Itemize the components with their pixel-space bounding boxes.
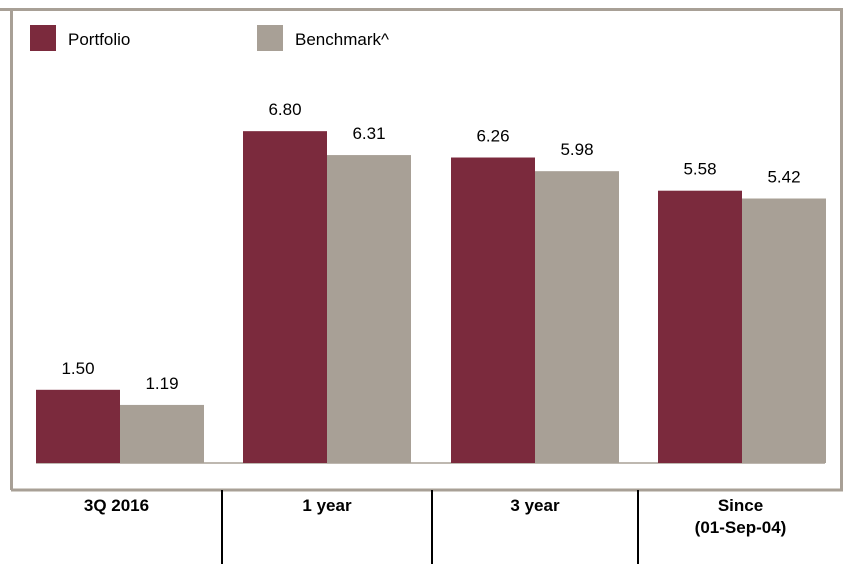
value-label-portfolio-1-year: 6.80 [268,100,301,119]
value-label-portfolio-3-year: 6.26 [476,127,509,146]
legend-label-portfolio: Portfolio [68,30,130,49]
category-label-3-year: 3 year [510,496,560,515]
bar-benchmark-since-01-sep-04 [742,198,826,463]
category-label-1-year: 1 year [302,496,352,515]
value-label-benchmark-1-year: 6.31 [352,124,385,143]
bar-benchmark-3-year [535,171,619,463]
value-label-portfolio-3q-2016: 1.50 [61,359,94,378]
legend-swatch-portfolio [30,25,56,51]
category-label-since-01-sep-04: Since (01-Sep-04) [695,496,787,537]
legend-label-benchmark: Benchmark^ [295,30,389,49]
bar-benchmark-3q-2016 [120,404,204,463]
value-label-portfolio-since-01-sep-04: 5.58 [683,160,716,179]
legend: Portfolio Benchmark^ [30,25,389,51]
bar-portfolio-1-year [243,131,327,463]
value-label-benchmark-since-01-sep-04: 5.42 [767,168,800,187]
legend-swatch-benchmark [257,25,283,51]
bar-benchmark-1-year [327,155,411,463]
bars-group: 1.50 1.19 6.80 6.31 6.26 5.98 5.58 5.42 [36,100,826,464]
bar-portfolio-3-year [451,157,535,463]
value-label-benchmark-3q-2016: 1.19 [145,374,178,393]
value-label-benchmark-3-year: 5.98 [560,140,593,159]
bar-portfolio-since-01-sep-04 [658,190,742,464]
category-labels-group: 3Q 2016 1 year 3 year Since (01-Sep-04) [84,490,786,564]
bar-portfolio-3q-2016 [36,389,120,463]
category-label-3q-2016: 3Q 2016 [84,496,149,515]
